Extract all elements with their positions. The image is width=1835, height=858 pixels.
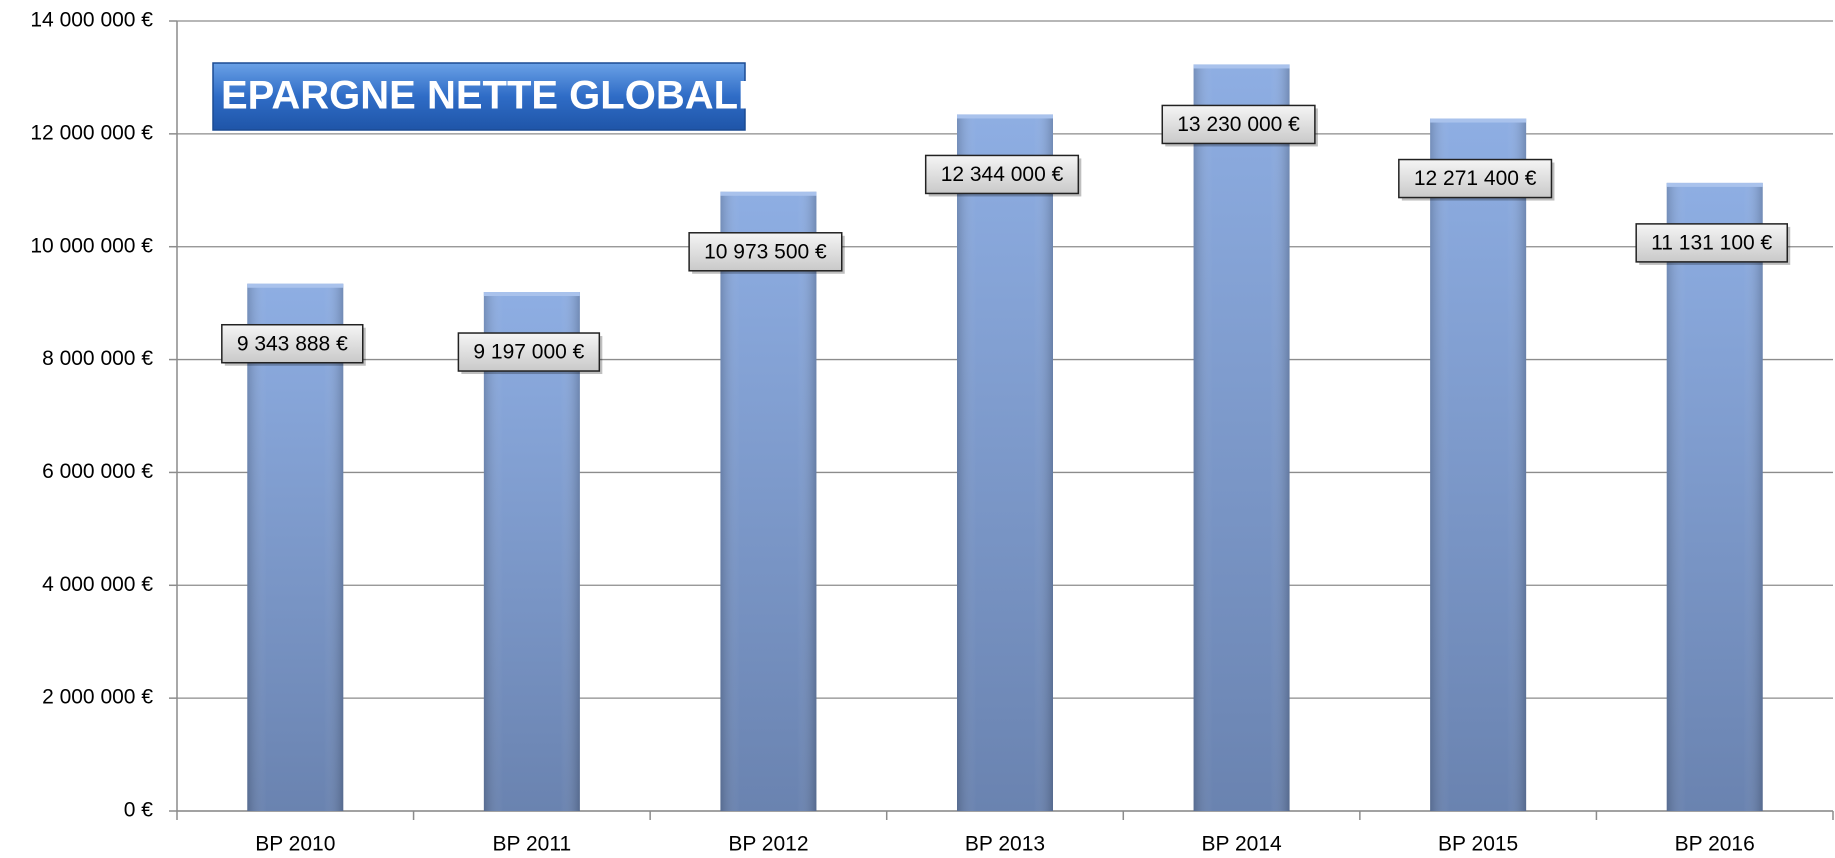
x-tick-label: BP 2016	[1675, 833, 1755, 856]
data-label: 11 131 100 €	[1651, 231, 1772, 254]
data-label-box	[1398, 158, 1553, 199]
data-label: 13 230 000 €	[1177, 113, 1300, 136]
data-label: 9 197 000 €	[473, 341, 584, 364]
bar-shade	[1193, 64, 1290, 811]
data-label: 12 344 000 €	[941, 163, 1064, 186]
data-label-box	[221, 323, 364, 364]
data-label-box	[457, 332, 601, 372]
chart-title: EPARGNE NETTE GLOBALE	[221, 74, 765, 118]
bar-shade	[1430, 118, 1527, 812]
bar-cap	[483, 292, 580, 297]
x-tick-label: BP 2012	[728, 833, 808, 856]
bar-cap	[1666, 182, 1763, 187]
data-label: 9 343 888 €	[237, 332, 348, 355]
data-label: 12 271 400 €	[1414, 167, 1537, 190]
bar-shade	[720, 191, 817, 811]
bar-cap	[957, 114, 1053, 119]
y-tick-label: 4 000 000 €	[42, 573, 153, 596]
x-tick-label: BP 2010	[255, 833, 335, 856]
data-label-box	[924, 154, 1080, 195]
x-tick-label: BP 2013	[965, 833, 1045, 856]
y-tick-label: 6 000 000 €	[42, 460, 153, 483]
y-tick-label: 14 000 000 €	[30, 9, 153, 32]
y-tick-label: 12 000 000 €	[30, 121, 153, 144]
bar-shade	[1666, 182, 1763, 811]
y-tick-label: 8 000 000 €	[42, 347, 153, 370]
y-tick-label: 10 000 000 €	[30, 234, 153, 257]
bar-cap	[720, 191, 817, 196]
data-label-box	[1635, 223, 1788, 263]
bar-cap	[1193, 64, 1290, 69]
x-tick-label: BP 2014	[1201, 833, 1282, 856]
bar-shade	[957, 114, 1053, 811]
data-label-box	[1161, 104, 1316, 145]
x-tick-label: BP 2011	[493, 833, 572, 856]
x-tick-label: BP 2015	[1438, 833, 1518, 856]
title-box	[212, 62, 746, 131]
y-tick-label: 0 €	[124, 799, 154, 822]
bar-shade	[247, 283, 344, 811]
data-label-box	[688, 232, 843, 272]
bar-shade	[483, 292, 580, 811]
y-tick-label: 2 000 000 €	[42, 686, 153, 709]
bar-cap	[1430, 118, 1527, 123]
bar-cap	[247, 283, 344, 288]
data-label: 10 973 500 €	[704, 240, 827, 263]
